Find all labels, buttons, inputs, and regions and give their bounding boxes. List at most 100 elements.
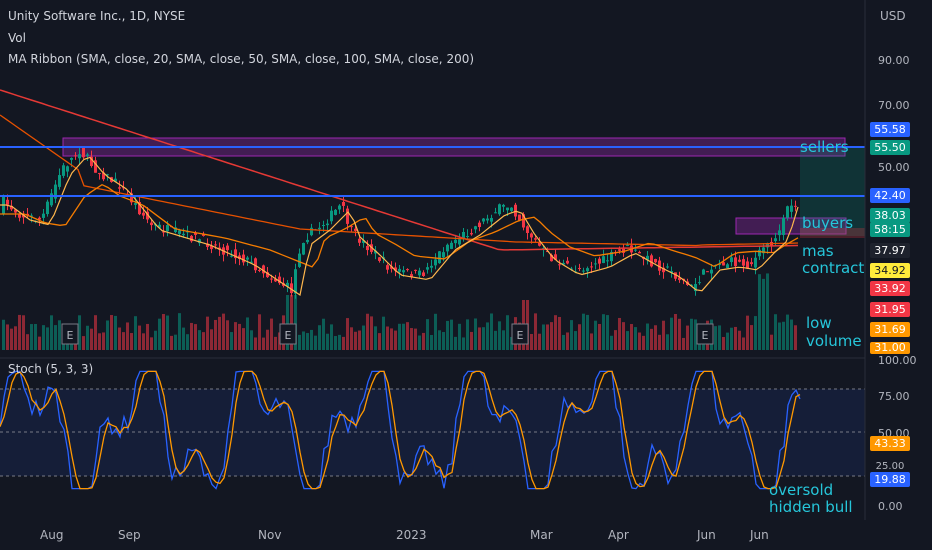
- candle-body: [310, 227, 313, 236]
- candle-body: [114, 178, 117, 182]
- candle-body: [18, 213, 21, 218]
- volume-bar: [786, 314, 789, 350]
- candle-body: [746, 261, 749, 269]
- earnings-icon: [279, 323, 297, 345]
- candle-body: [434, 259, 437, 266]
- candle-body: [762, 247, 765, 254]
- volume-bar: [134, 316, 137, 350]
- candle-body: [166, 225, 169, 232]
- volume-bars: [2, 273, 797, 350]
- candle-body: [578, 267, 581, 269]
- symbol-title[interactable]: Unity Software Inc., 1D, NYSE: [8, 9, 186, 23]
- oversold-annotation[interactable]: oversold: [769, 481, 834, 499]
- candle-body: [742, 259, 745, 266]
- candle-body: [226, 245, 229, 251]
- time-label: Nov: [258, 528, 282, 542]
- candle-body: [766, 242, 769, 248]
- stoch-k-line: [0, 370, 801, 490]
- candle-body: [86, 154, 89, 156]
- volume-bar: [606, 315, 609, 350]
- buyers-annotation[interactable]: buyers: [802, 214, 854, 232]
- volume-bar: [646, 323, 649, 350]
- candle-body: [162, 231, 165, 233]
- candle-body: [278, 276, 281, 284]
- volume-bar: [162, 314, 165, 350]
- ma-ribbon-label[interactable]: MA Ribbon (SMA, close, 20, SMA, close, 5…: [8, 52, 475, 66]
- volume-bar: [610, 335, 613, 350]
- candle-body: [498, 204, 501, 215]
- currency-label[interactable]: USD: [880, 9, 906, 23]
- candle-body: [538, 241, 541, 246]
- low-annotation[interactable]: low: [806, 314, 832, 332]
- volume-bar: [486, 322, 489, 350]
- candle-body: [26, 213, 29, 216]
- candle-body: [234, 249, 237, 259]
- candle-body: [322, 225, 325, 227]
- sellers-annotation[interactable]: sellers: [800, 138, 849, 156]
- volume-bar: [170, 335, 173, 350]
- mas-annotation[interactable]: mas: [802, 242, 834, 260]
- volume-bar: [42, 325, 45, 350]
- candle-body: [466, 236, 469, 238]
- volume-bar: [462, 337, 465, 350]
- volume-bar: [202, 332, 205, 350]
- volume-bar: [458, 323, 461, 350]
- hidden-bull-annotation[interactable]: hidden bull: [769, 498, 853, 516]
- candle-body: [786, 206, 789, 218]
- candle-body: [78, 154, 81, 159]
- volume-bar: [434, 313, 437, 350]
- volume-bar: [22, 315, 25, 350]
- candle-body: [386, 265, 389, 270]
- volume-bar: [626, 331, 629, 350]
- horizontal-levels[interactable]: [0, 146, 865, 197]
- volume-bar: [618, 317, 621, 350]
- buyers-zone: [735, 217, 847, 235]
- candle-body: [142, 212, 145, 216]
- volume-bar: [542, 324, 545, 350]
- volume-bar: [742, 337, 745, 350]
- volume-bar: [338, 334, 341, 350]
- volume-bar: [330, 324, 333, 350]
- time-label: Apr: [608, 528, 629, 542]
- volume-bar: [298, 334, 301, 350]
- candle-body: [654, 259, 657, 263]
- candle-body: [722, 262, 725, 266]
- volume-bar: [166, 315, 169, 350]
- volume-bar: [534, 313, 537, 350]
- volume-bar: [390, 328, 393, 350]
- candle-body: [710, 269, 713, 274]
- target-zone: [800, 146, 865, 236]
- candle-body: [230, 255, 233, 257]
- earnings-icon: [696, 323, 714, 345]
- candle-body: [590, 266, 593, 268]
- candle-body: [374, 250, 377, 254]
- volume-bar: [230, 332, 233, 350]
- candle-body: [346, 208, 349, 224]
- sma50-line: [0, 183, 799, 268]
- stoch-label[interactable]: Stoch (5, 3, 3): [8, 362, 94, 376]
- volume-bar: [502, 330, 505, 350]
- volume-bar: [686, 325, 689, 350]
- candle-body: [458, 239, 461, 245]
- candle-body: [634, 249, 637, 251]
- candle-body: [350, 226, 353, 228]
- volume-bar: [738, 330, 741, 350]
- candle-body: [318, 227, 321, 230]
- volume-bar: [158, 318, 161, 350]
- candle-body: [238, 255, 241, 260]
- volume-bar: [726, 332, 729, 350]
- candle-body: [738, 259, 741, 262]
- candle-body: [706, 271, 709, 273]
- volume-indicator-label[interactable]: Vol: [8, 31, 26, 45]
- volume-bar: [254, 337, 257, 350]
- volume-bar: [138, 325, 141, 350]
- volume-bar: [398, 323, 401, 350]
- volume-annotation[interactable]: volume: [806, 332, 862, 350]
- volume-bar: [586, 314, 589, 350]
- candle-body: [478, 222, 481, 228]
- candle-body: [662, 267, 665, 273]
- contract-annotation[interactable]: contract: [802, 259, 865, 277]
- candle-body: [534, 238, 537, 240]
